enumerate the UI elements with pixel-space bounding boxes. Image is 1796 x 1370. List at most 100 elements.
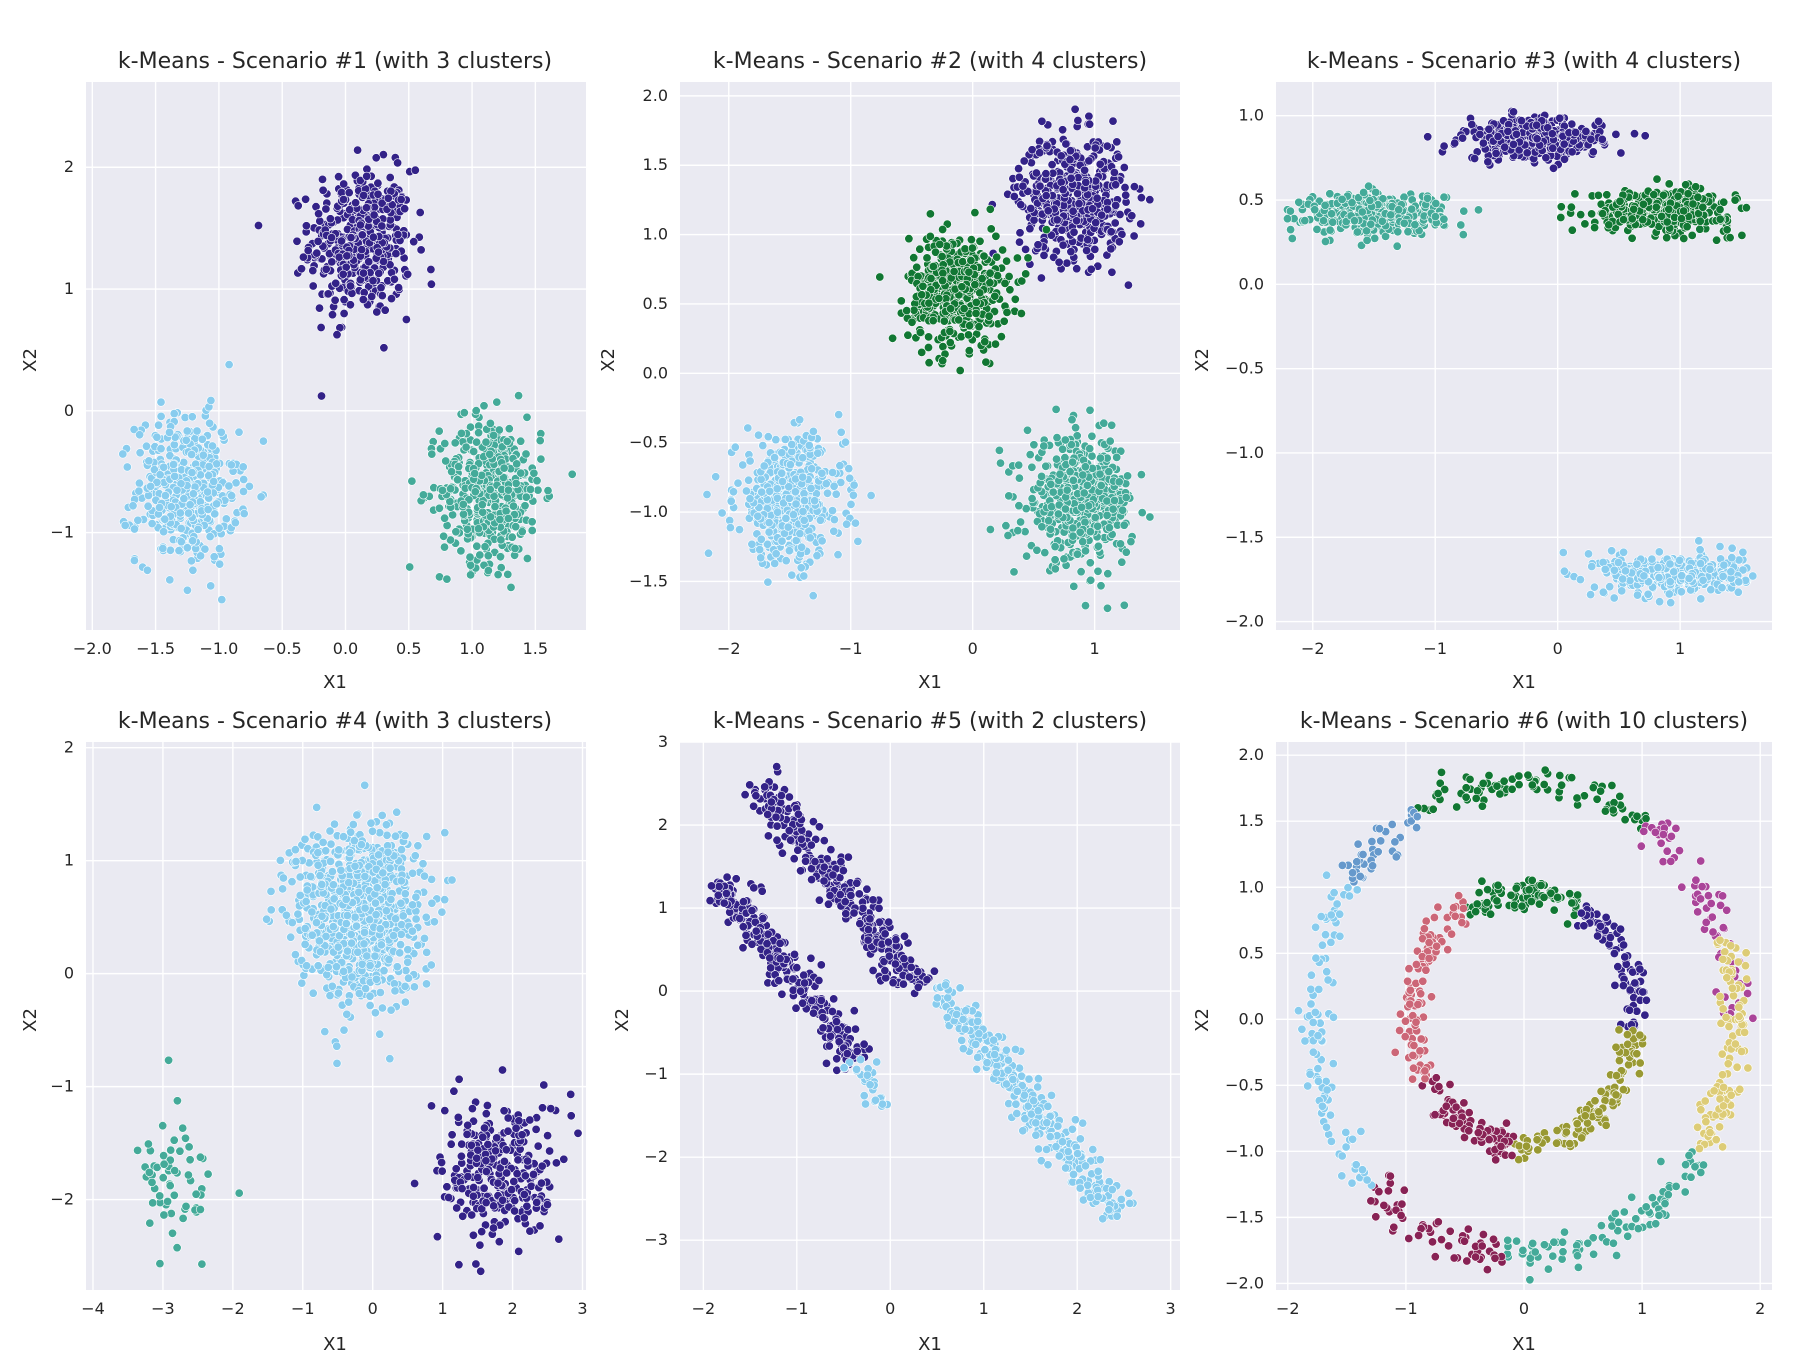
- data-point: [1679, 206, 1689, 216]
- data-point: [493, 570, 503, 580]
- data-point: [1086, 575, 1096, 585]
- data-point: [1410, 220, 1420, 230]
- data-point: [510, 543, 520, 553]
- data-point: [239, 474, 249, 484]
- data-point: [1112, 137, 1122, 147]
- data-point: [844, 464, 854, 474]
- data-point: [1474, 205, 1484, 215]
- data-point: [1748, 571, 1758, 581]
- data-point: [1549, 163, 1559, 173]
- data-point: [788, 510, 798, 520]
- data-point: [765, 486, 775, 496]
- data-point: [187, 468, 197, 478]
- data-point: [1092, 193, 1102, 203]
- data-point: [1001, 521, 1011, 531]
- data-point: [1129, 231, 1139, 241]
- data-point: [206, 395, 216, 405]
- data-point: [1087, 431, 1097, 441]
- data-point: [308, 281, 318, 291]
- data-point: [1353, 227, 1363, 237]
- data-point: [985, 268, 995, 278]
- data-point: [345, 281, 355, 291]
- data-point: [1060, 435, 1070, 445]
- data-point: [344, 188, 354, 198]
- data-point: [1000, 278, 1010, 288]
- data-point: [1085, 444, 1095, 454]
- data-point: [461, 442, 471, 452]
- data-point: [1458, 230, 1468, 240]
- data-point: [188, 565, 198, 575]
- data-point: [1052, 215, 1062, 225]
- y-tick-label: 1.5: [643, 155, 668, 174]
- data-point: [214, 523, 224, 533]
- data-point: [777, 476, 787, 486]
- data-point: [1110, 218, 1120, 228]
- data-point: [351, 198, 361, 208]
- data-point: [1483, 157, 1493, 167]
- data-point: [1088, 204, 1098, 214]
- data-point: [1014, 473, 1024, 483]
- data-point: [928, 316, 938, 326]
- data-point: [1003, 530, 1013, 540]
- data-point: [1053, 509, 1063, 519]
- data-point: [1068, 531, 1078, 541]
- data-point: [1609, 593, 1619, 603]
- data-point: [409, 237, 419, 247]
- data-point: [439, 542, 449, 552]
- data-point: [1737, 230, 1747, 240]
- data-point: [184, 508, 194, 518]
- data-point: [1046, 479, 1056, 489]
- data-point: [293, 201, 303, 211]
- data-point: [1431, 199, 1441, 209]
- y-tick-label: −1: [50, 523, 74, 542]
- data-point: [1593, 190, 1603, 200]
- data-point: [298, 252, 308, 262]
- data-point: [1325, 225, 1335, 235]
- data-point: [772, 484, 782, 494]
- data-point: [514, 391, 524, 401]
- data-point: [234, 427, 244, 437]
- y-tick-label: −1.0: [629, 502, 668, 521]
- data-point: [187, 449, 197, 459]
- data-point: [804, 440, 814, 450]
- data-point: [377, 221, 387, 231]
- data-point: [238, 462, 248, 472]
- data-point: [383, 193, 393, 203]
- data-point: [1362, 235, 1372, 245]
- data-point: [471, 406, 481, 416]
- data-point: [799, 571, 809, 581]
- data-point: [831, 489, 841, 499]
- data-point: [176, 537, 186, 547]
- data-point: [781, 513, 791, 523]
- data-point: [527, 525, 537, 535]
- data-point: [358, 294, 368, 304]
- data-point: [1598, 587, 1608, 597]
- data-point: [317, 174, 327, 184]
- data-point: [1570, 189, 1580, 199]
- data-point: [146, 481, 156, 491]
- data-point: [747, 539, 757, 549]
- data-point: [459, 408, 469, 418]
- data-point: [134, 478, 144, 488]
- data-point: [205, 532, 215, 542]
- data-point: [1037, 522, 1047, 532]
- data-point: [377, 291, 387, 301]
- data-point: [472, 437, 482, 447]
- data-point: [967, 243, 977, 253]
- data-point: [357, 245, 367, 255]
- data-point: [359, 190, 369, 200]
- data-point: [1664, 179, 1674, 189]
- data-point: [1559, 139, 1569, 149]
- data-point: [1073, 549, 1083, 559]
- y-tick-label: 1: [64, 279, 74, 298]
- data-point: [1052, 433, 1062, 443]
- data-point: [817, 468, 827, 478]
- data-point: [817, 536, 827, 546]
- data-point: [1099, 418, 1109, 428]
- data-point: [1725, 233, 1735, 243]
- data-point: [483, 551, 493, 561]
- data-point: [169, 440, 179, 450]
- data-point: [902, 306, 912, 316]
- data-point: [339, 295, 349, 305]
- data-point: [172, 485, 182, 495]
